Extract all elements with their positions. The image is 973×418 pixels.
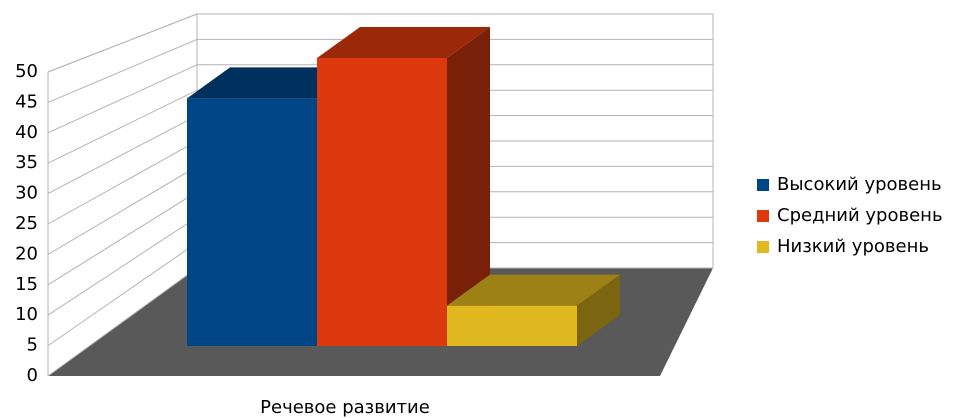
grid-line	[47, 13, 713, 73]
legend-label: Средний уровень	[777, 205, 943, 226]
y-tick-label: 25	[15, 213, 38, 234]
y-tick-label: 40	[15, 122, 38, 143]
wall-edge	[47, 13, 198, 268]
grid-line	[47, 38, 713, 103]
bar-side	[577, 274, 620, 346]
x-category-label: Речевое развитие	[260, 397, 430, 418]
bar-top	[317, 27, 490, 58]
y-tick-label: 15	[15, 274, 38, 295]
bar-top	[187, 67, 360, 99]
y-tick-label: 35	[15, 152, 38, 173]
y-tick-label: 50	[15, 61, 38, 82]
y-tick-label: 0	[27, 365, 38, 386]
legend-label: Высокий уровень	[777, 174, 942, 195]
y-tick-label: 45	[15, 91, 38, 112]
legend-swatch	[757, 241, 769, 253]
y-tick-label: 30	[15, 183, 38, 204]
legend-swatch	[757, 210, 769, 222]
bar	[317, 58, 447, 346]
y-tick-label: 10	[15, 304, 38, 325]
bar	[187, 98, 317, 346]
legend-swatch	[757, 179, 769, 191]
y-tick-label: 5	[27, 335, 38, 356]
grid-line	[47, 64, 713, 134]
legend-label: Низкий уровень	[777, 236, 929, 257]
y-tick-label: 20	[15, 243, 38, 264]
bar-side	[447, 27, 490, 346]
bar-top	[447, 274, 620, 306]
bar	[447, 305, 577, 346]
grid-line	[47, 89, 713, 164]
